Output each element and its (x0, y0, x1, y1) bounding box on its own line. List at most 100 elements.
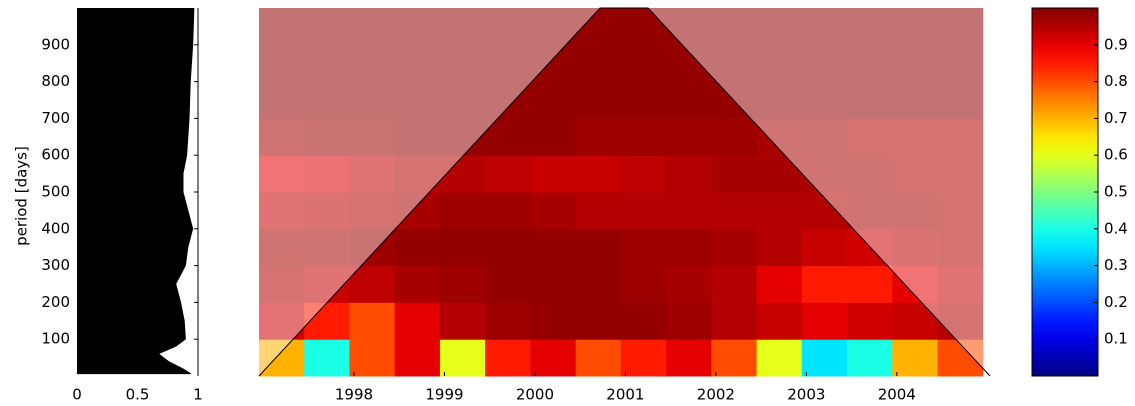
colorbar-tick-label: 0.7 (1104, 109, 1128, 127)
heatmap-cell (711, 192, 758, 230)
heatmap-cell (756, 192, 803, 230)
heatmap-cell (439, 192, 486, 230)
heatmap-cell (575, 339, 622, 377)
heatmap-cell (892, 155, 939, 193)
heatmap-cell (847, 44, 893, 83)
heatmap-cell (711, 265, 758, 303)
heatmap-cell (530, 44, 577, 83)
heatmap-cell (530, 228, 577, 267)
heatmap-cell (304, 265, 350, 303)
y-tick-label: 100 (41, 330, 70, 348)
heatmap-cell (937, 265, 984, 303)
heatmap-cell (259, 44, 305, 83)
y-tick-label: 900 (41, 35, 70, 53)
heatmap-cell (259, 118, 305, 156)
heatmap-cell (801, 228, 848, 267)
heatmap-cell (666, 44, 712, 83)
heatmap-cell (304, 44, 350, 83)
heatmap-cell (259, 339, 305, 377)
y-tick-label: 300 (41, 256, 70, 274)
heatmap-cell (666, 228, 712, 267)
heatmap-cell (620, 302, 667, 340)
heatmap-cell (756, 81, 803, 119)
heatmap-cell (349, 118, 396, 156)
heatmap-cell (439, 118, 486, 156)
heatmap-cell (666, 155, 712, 193)
heatmap-cell (620, 339, 667, 377)
heatmap-cell (892, 339, 939, 377)
heatmap-cell (892, 118, 939, 156)
heatmap-cell (801, 81, 848, 119)
heatmap-cell (439, 81, 486, 119)
heatmap-cell (666, 192, 712, 230)
y-axis-label: period [days] (13, 146, 31, 246)
heatmap-cell (439, 339, 486, 377)
heatmap-cell (485, 339, 531, 377)
heatmap-cell (620, 118, 667, 156)
heatmap-cell (711, 8, 758, 46)
heatmap-cell (530, 155, 577, 193)
coi-line (258, 7, 991, 377)
colorbar-tick-label: 0.6 (1104, 146, 1128, 164)
heatmap-cell (937, 81, 984, 119)
heatmap-cell (620, 155, 667, 193)
heatmap-cell (485, 118, 531, 156)
x-tick-label: 2001 (606, 386, 644, 404)
heatmap-cell (756, 302, 803, 340)
heatmap-cell (530, 339, 577, 377)
heatmap-cell (394, 44, 441, 83)
heatmap-cell (620, 44, 667, 83)
heatmap-cell (756, 8, 803, 46)
heatmap-cell (349, 192, 396, 230)
heatmap-cell (485, 265, 531, 303)
heatmap-cell (575, 302, 622, 340)
heatmap-cell (937, 339, 984, 377)
x-tick-label: 2002 (697, 386, 735, 404)
heatmap-cell (485, 81, 531, 119)
heatmap-cell (259, 192, 305, 230)
heatmap-cell (394, 118, 441, 156)
colorbar-tick-label: 0.9 (1104, 35, 1128, 53)
heatmap-cell (892, 44, 939, 83)
heatmap-cell (756, 155, 803, 193)
heatmap-cell (937, 302, 984, 340)
heatmap-cell (394, 302, 441, 340)
heatmap-cell (801, 265, 848, 303)
heatmap-cell (620, 265, 667, 303)
y-tick-label: 500 (41, 183, 70, 201)
heatmap-cell (485, 302, 531, 340)
heatmap-cell (847, 118, 893, 156)
heatmap-cell (801, 8, 848, 46)
heatmap-cell (937, 44, 984, 83)
heatmap-cell (394, 265, 441, 303)
y-tick-label: 800 (41, 72, 70, 90)
heatmap-cell (304, 8, 350, 46)
coherence-area (77, 8, 195, 375)
heatmap-cell (937, 8, 984, 46)
heatmap-cell (711, 339, 758, 377)
colorbar-tick-label: 0.8 (1104, 72, 1128, 90)
heatmap-cell (485, 192, 531, 230)
heatmap-cell (937, 118, 984, 156)
heatmap-cell (666, 302, 712, 340)
heatmap-cell (801, 118, 848, 156)
heatmap-cell (485, 8, 531, 46)
heatmap-cell (530, 265, 577, 303)
heatmap-cell (575, 44, 622, 83)
heatmap-cell (259, 302, 305, 340)
heatmap-cell (394, 228, 441, 267)
heatmap-cell (666, 8, 712, 46)
heatmap-cell (304, 81, 350, 119)
heatmap-cell (349, 302, 396, 340)
heatmap-cell (304, 118, 350, 156)
heatmap-cell (620, 81, 667, 119)
heatmap-cell (394, 339, 441, 377)
heatmap-cell (847, 339, 893, 377)
heatmap-cell (349, 155, 396, 193)
heatmap-cell (349, 228, 396, 267)
heatmap-cell (756, 228, 803, 267)
x-tick-label: 0.5 (126, 386, 150, 404)
heatmap-cell (304, 192, 350, 230)
